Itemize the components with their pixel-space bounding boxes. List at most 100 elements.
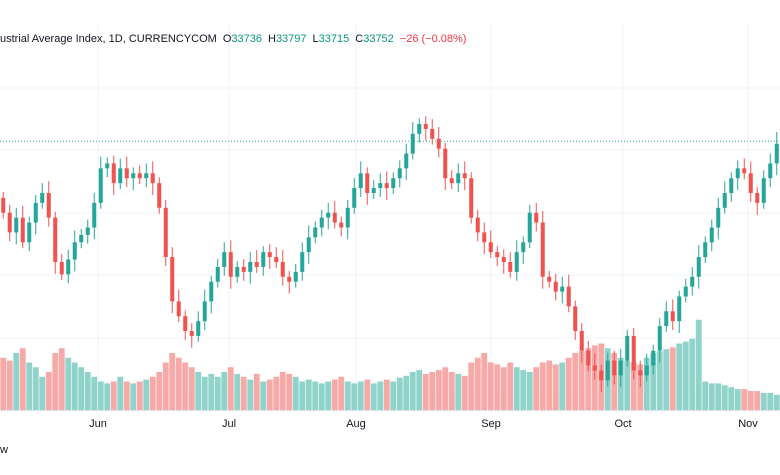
candle-body[interactable]	[469, 178, 474, 218]
candle-body[interactable]	[625, 335, 630, 361]
candle-body[interactable]	[248, 262, 253, 272]
candle-body[interactable]	[384, 183, 389, 189]
candle-body[interactable]	[501, 257, 506, 262]
candle-body[interactable]	[709, 227, 714, 243]
candle-body[interactable]	[79, 234, 84, 243]
candle-body[interactable]	[313, 227, 318, 238]
candle-body[interactable]	[365, 173, 370, 193]
candle-body[interactable]	[72, 242, 77, 260]
candle-body[interactable]	[267, 252, 272, 258]
candle-body[interactable]	[521, 242, 526, 253]
candle-body[interactable]	[111, 163, 116, 184]
candle-body[interactable]	[254, 262, 259, 267]
candle-body[interactable]	[612, 360, 617, 376]
candle-body[interactable]	[53, 217, 58, 262]
candle-body[interactable]	[170, 257, 175, 302]
candle-body[interactable]	[332, 212, 337, 223]
candle-body[interactable]	[488, 242, 493, 253]
candle-body[interactable]	[735, 168, 740, 179]
candle-body[interactable]	[748, 173, 753, 193]
candle-body[interactable]	[40, 193, 45, 203]
candle-body[interactable]	[527, 212, 532, 243]
candle-body[interactable]	[495, 252, 500, 258]
candle-body[interactable]	[196, 321, 201, 336]
candle-body[interactable]	[644, 365, 649, 376]
candle-body[interactable]	[92, 202, 97, 228]
candle-body[interactable]	[722, 193, 727, 208]
candle-body[interactable]	[475, 217, 480, 233]
candle-body[interactable]	[189, 331, 194, 336]
candle-body[interactable]	[462, 173, 467, 179]
candle-body[interactable]	[768, 163, 773, 179]
candle-body[interactable]	[358, 173, 363, 189]
candle-body[interactable]	[345, 207, 350, 228]
candle-body[interactable]	[241, 266, 246, 272]
candle-body[interactable]	[98, 168, 103, 203]
candle-body[interactable]	[163, 207, 168, 258]
candle-body[interactable]	[280, 262, 285, 277]
candle-body[interactable]	[105, 163, 110, 169]
candle-body[interactable]	[404, 153, 409, 169]
candle-body[interactable]	[703, 242, 708, 258]
candle-body[interactable]	[319, 217, 324, 228]
candle-body[interactable]	[631, 335, 636, 371]
candle-body[interactable]	[482, 232, 487, 243]
candle-body[interactable]	[547, 276, 552, 282]
candle-body[interactable]	[14, 217, 19, 233]
candle-body[interactable]	[7, 212, 12, 233]
candle-body[interactable]	[423, 124, 428, 129]
candle-body[interactable]	[287, 276, 292, 282]
candle-body[interactable]	[131, 173, 136, 179]
candle-body[interactable]	[514, 252, 519, 272]
candle-body[interactable]	[352, 188, 357, 208]
candle-body[interactable]	[33, 202, 38, 223]
candle-body[interactable]	[443, 148, 448, 179]
candle-body[interactable]	[391, 178, 396, 189]
candle-body[interactable]	[651, 350, 656, 366]
candle-body[interactable]	[742, 168, 747, 174]
candle-body[interactable]	[690, 276, 695, 287]
candle-body[interactable]	[274, 257, 279, 262]
candle-body[interactable]	[683, 286, 688, 297]
candle-body[interactable]	[774, 143, 779, 164]
candle-body[interactable]	[397, 168, 402, 179]
candle-body[interactable]	[261, 252, 266, 267]
candle-body[interactable]	[228, 252, 233, 277]
candle-body[interactable]	[716, 207, 721, 228]
candle-body[interactable]	[677, 296, 682, 322]
candle-body[interactable]	[586, 350, 591, 366]
candle-body[interactable]	[436, 138, 441, 149]
candle-body[interactable]	[755, 193, 760, 203]
candle-body[interactable]	[339, 222, 344, 228]
candle-body[interactable]	[430, 128, 435, 139]
candle-body[interactable]	[157, 183, 162, 208]
candle-body[interactable]	[410, 133, 415, 154]
candle-body[interactable]	[235, 266, 240, 277]
candle-body[interactable]	[579, 331, 584, 351]
candle-body[interactable]	[599, 370, 604, 381]
candle-body[interactable]	[560, 286, 565, 292]
candle-body[interactable]	[670, 311, 675, 322]
candle-body[interactable]	[20, 217, 25, 243]
candle-body[interactable]	[46, 193, 51, 218]
candle-body[interactable]	[729, 178, 734, 193]
candle-body[interactable]	[566, 286, 571, 307]
candle-body[interactable]	[1, 197, 6, 213]
candle-body[interactable]	[183, 316, 188, 331]
candle-body[interactable]	[534, 212, 539, 223]
candle-body[interactable]	[293, 271, 298, 282]
candle-body[interactable]	[371, 188, 376, 193]
candle-body[interactable]	[27, 222, 32, 243]
candle-body[interactable]	[124, 168, 129, 179]
candle-body[interactable]	[215, 266, 220, 282]
candle-body[interactable]	[664, 311, 669, 327]
candle-body[interactable]	[618, 360, 623, 376]
candle-body[interactable]	[378, 183, 383, 189]
candle-body[interactable]	[638, 370, 643, 376]
candle-body[interactable]	[761, 178, 766, 203]
candle-body[interactable]	[573, 306, 578, 331]
candle-body[interactable]	[202, 301, 207, 322]
candle-body[interactable]	[605, 360, 610, 381]
candle-body[interactable]	[150, 173, 155, 184]
